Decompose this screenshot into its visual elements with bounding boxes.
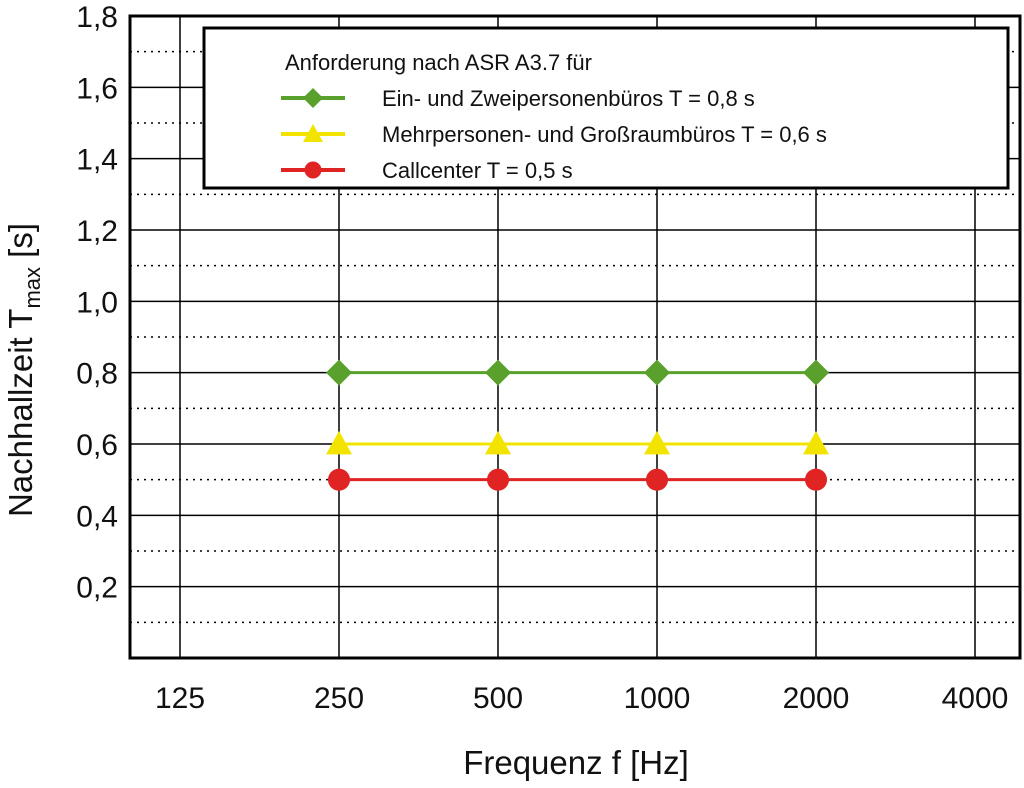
series-layer — [326, 359, 829, 491]
diamond-marker — [485, 359, 511, 386]
triangle-marker — [326, 431, 352, 455]
y-tick-label: 1,6 — [76, 72, 118, 105]
plot-frame — [128, 14, 1022, 660]
x-tick-label: 500 — [473, 682, 523, 715]
y-tick-label: 0,8 — [76, 358, 118, 391]
y-tick-label: 0,6 — [76, 429, 118, 462]
series-triangle — [326, 431, 829, 455]
legend-entry-label: Ein- und Zweipersonenbüros T = 0,8 s — [382, 86, 755, 111]
y-axis-label: Nachhallzeit Tmax [s] — [2, 223, 45, 517]
x-tick-labels: 125 250 500 1000 2000 4000 — [155, 682, 1008, 715]
legend-entry-label: Mehrpersonen- und Großraumbüros T = 0,6 … — [382, 122, 827, 147]
series-circle — [327, 468, 828, 491]
x-axis-label: Frequenz f [Hz] — [463, 744, 689, 781]
legend: Anforderung nach ASR A3.7 für Ein- und Z… — [202, 26, 1010, 190]
diamond-marker — [644, 359, 670, 386]
legend-box — [202, 26, 1010, 190]
y-tick-label: 0,2 — [76, 572, 118, 605]
circle-marker — [304, 161, 322, 179]
triangle-marker — [803, 431, 829, 455]
y-tick-label: 1,2 — [76, 215, 118, 248]
y-tick-label: 0,4 — [76, 500, 118, 533]
y-tick-label: 1,4 — [76, 144, 118, 177]
legend-entry-label: Callcenter T = 0,5 s — [382, 158, 573, 183]
y-tick-label: 1,0 — [76, 286, 118, 319]
circle-marker — [486, 468, 510, 491]
diamond-marker — [303, 88, 323, 108]
x-tick-label: 4000 — [942, 682, 1009, 715]
y-axis-label-unit: [s] — [2, 223, 39, 267]
x-tick-label: 250 — [314, 682, 364, 715]
circle-marker — [327, 468, 351, 491]
triangle-marker — [303, 124, 323, 142]
y-tick-label: 1,8 — [76, 1, 118, 34]
circle-marker — [645, 468, 669, 491]
diamond-marker — [803, 359, 829, 386]
y-axis-label-main: Nachhallzeit T — [2, 309, 39, 518]
triangle-marker — [485, 431, 511, 455]
circle-marker — [804, 468, 828, 491]
x-tick-label: 2000 — [783, 682, 850, 715]
y-axis-label-sub: max — [20, 267, 45, 309]
series-diamond — [326, 359, 829, 386]
diamond-marker — [326, 359, 352, 386]
y-tick-labels: 0,2 0,4 0,6 0,8 1,0 1,2 1,4 1,6 1,8 — [76, 1, 118, 605]
triangle-marker — [644, 431, 670, 455]
x-tick-label: 1000 — [624, 682, 691, 715]
legend-title: Anforderung nach ASR A3.7 für — [285, 50, 592, 75]
x-tick-label: 125 — [155, 682, 205, 715]
